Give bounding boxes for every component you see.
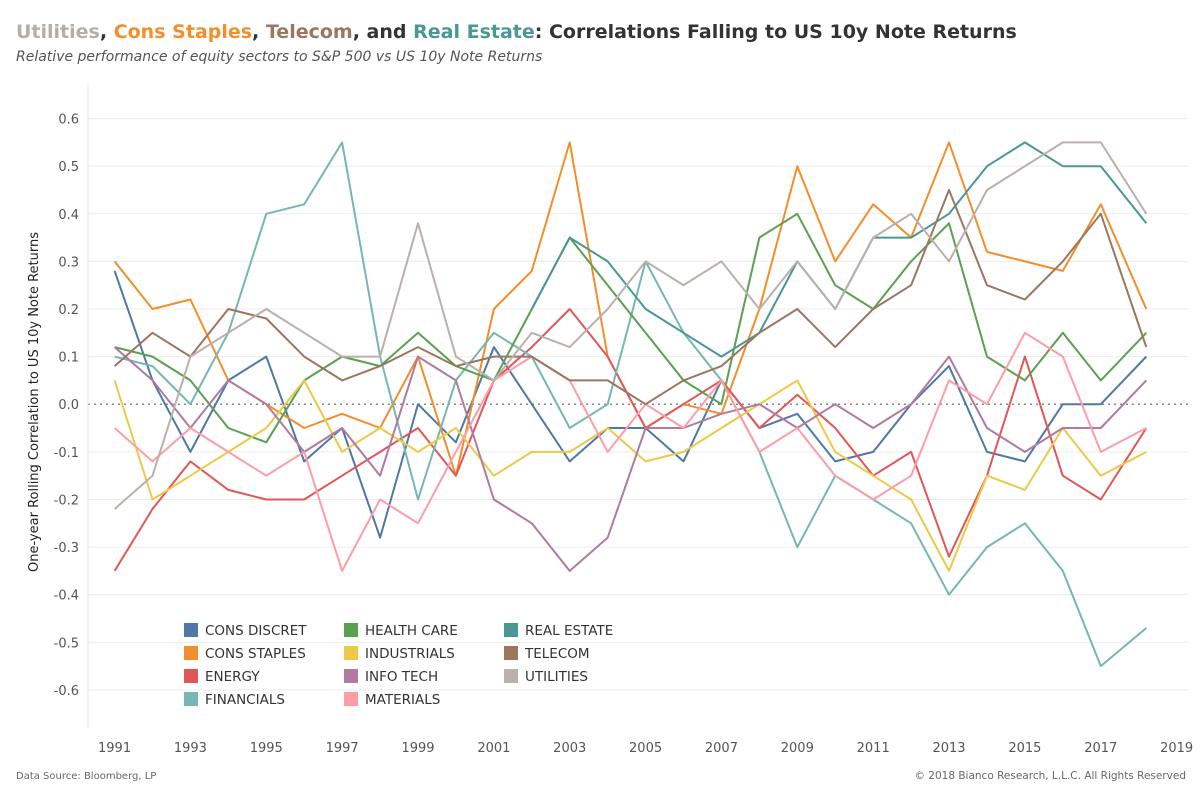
legend-label: REAL ESTATE [525,623,613,639]
legend: CONS DISCRET CONS STAPLES ENERGY FINANCIALS… [184,623,613,708]
series-line-real-estate [530,141,1148,358]
y-tick-label: 0.4 [58,208,79,223]
y-tick-labels: 0.6 0.5 0.4 0.3 0.2 0.1 0.0 -0.1 -0.2 -0.3 -0.4 -0.… [54,113,79,699]
x-tick-label: 1999 [401,741,434,756]
legend-swatch [184,623,198,637]
data-source-note: Data Source: Bloomberg, LP [16,771,157,782]
legend-label: FINANCIALS [205,692,285,708]
x-tick-label: 1993 [174,741,207,756]
y-tick-label: 0.5 [58,160,79,175]
chart-title: Utilities, Cons Staples, Telecom, and Re… [16,21,1017,43]
legend-label: CONS STAPLES [205,646,306,662]
title-part: , [99,21,114,43]
series-line-materials [113,331,1147,572]
title-part: Cons Staples [113,21,253,43]
legend-label: INFO TECH [365,669,438,685]
legend-swatch [344,646,358,660]
x-tick-label: 1997 [326,741,359,756]
y-tick-label: 0.2 [58,303,79,318]
series-lines [113,141,1148,668]
series-line-health-care [114,212,1148,444]
title-part: Real Estate [413,21,535,43]
x-tick-label: 2005 [629,741,662,756]
x-tick-label: 2019 [1160,741,1193,756]
title-part: , [252,21,266,43]
x-tick-label: 2007 [705,741,738,756]
legend-label: INDUSTRIALS [365,646,455,662]
y-tick-label: 0.3 [58,255,79,270]
legend-swatch [344,692,358,706]
y-tick-label: -0.6 [54,684,79,699]
y-tick-label: 0.0 [58,398,79,413]
legend-swatch [184,646,198,660]
y-tick-label: -0.2 [54,493,79,508]
y-tick-label: 0.6 [58,113,79,128]
x-tick-labels: 1991 1993 1995 1997 1999 2001 2003 2005 2007 2009… [98,741,1193,756]
x-tick-label: 2001 [477,741,510,756]
legend-swatch [344,623,358,637]
y-tick-label: -0.1 [54,446,79,461]
legend-label: TELECOM [524,646,590,662]
title-part: Utilities [16,21,100,43]
title-part: Telecom [265,21,353,43]
legend-label: MATERIALS [365,692,440,708]
legend-swatch [504,623,518,637]
legend-label: ENERGY [205,669,260,685]
series-line-telecom [113,189,1148,406]
y-axis-label: One-year Rolling Correlation to US 10y N… [27,232,42,572]
x-tick-label: 2015 [1008,741,1041,756]
legend-label: UTILITIES [525,669,588,685]
y-tick-label: -0.3 [54,541,79,556]
title-part: : Correlations Falling to US 10y Note Re… [534,21,1017,43]
x-tick-label: 2009 [781,741,814,756]
series-line-utilities [113,141,1148,510]
title-part: , and [352,21,414,43]
series-line-financials [114,141,1147,668]
legend-swatch [504,646,518,660]
x-tick-label: 1995 [250,741,283,756]
x-tick-label: 2011 [857,741,890,756]
y-tick-label: 0.1 [58,351,79,366]
legend-swatch [504,669,518,683]
x-tick-label: 2013 [932,741,965,756]
copyright-note: © 2018 Bianco Research, L.L.C. All Right… [914,770,1186,782]
x-tick-label: 2003 [553,741,586,756]
y-tick-label: -0.4 [54,589,79,604]
series-line-industrials [113,379,1147,572]
grid-lines [87,85,1188,728]
legend-swatch [344,669,358,683]
x-tick-label: 2017 [1084,741,1117,756]
legend-swatch [184,669,198,683]
legend-label: CONS DISCRET [205,623,307,639]
x-tick-label: 1991 [98,741,131,756]
legend-swatch [184,692,198,706]
chart-subtitle: Relative performance of equity sectors t… [16,49,543,65]
legend-label: HEALTH CARE [365,623,458,639]
y-tick-label: -0.5 [54,636,79,651]
series-line-energy [113,308,1148,572]
